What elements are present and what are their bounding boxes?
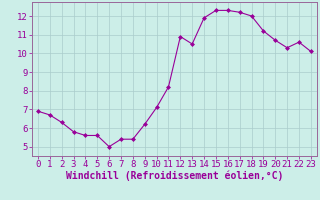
X-axis label: Windchill (Refroidissement éolien,°C): Windchill (Refroidissement éolien,°C): [66, 171, 283, 181]
